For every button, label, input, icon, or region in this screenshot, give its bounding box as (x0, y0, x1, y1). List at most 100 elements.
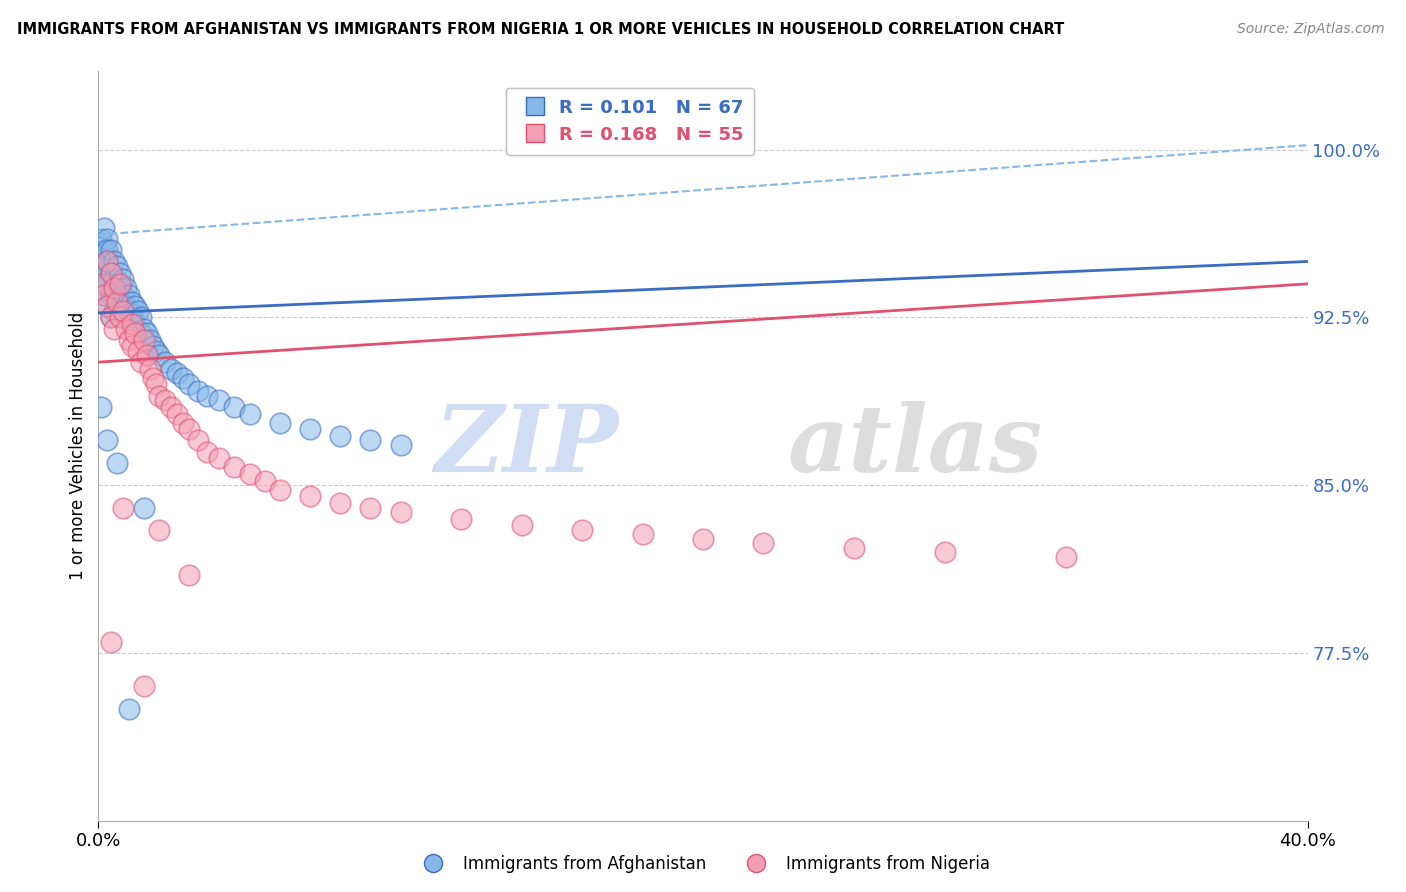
Point (90, 277, 112, 291)
Point (329, 496, 352, 510)
Point (127, 343, 149, 358)
Point (118, 288, 141, 302)
Point (299, 489, 322, 503)
Point (224, 400, 246, 414)
Point (96, 244, 118, 258)
Point (103, 303, 125, 318)
Point (844, 541, 866, 555)
Text: IMMIGRANTS FROM AFGHANISTAN VS IMMIGRANTS FROM NIGERIA 1 OR MORE VEHICLES IN HOU: IMMIGRANTS FROM AFGHANISTAN VS IMMIGRANT… (17, 22, 1064, 37)
Point (100, 266, 122, 280)
Point (96, 232, 118, 246)
Point (208, 393, 231, 408)
Point (90, 266, 112, 280)
Point (179, 567, 201, 582)
Point (124, 299, 146, 313)
Point (135, 348, 157, 362)
Point (121, 317, 143, 331)
Point (108, 299, 131, 313)
Point (96, 277, 118, 291)
Point (93, 288, 115, 302)
Point (121, 339, 143, 353)
Point (179, 377, 201, 392)
Point (752, 536, 775, 550)
Point (132, 500, 155, 515)
Point (124, 326, 146, 340)
Point (142, 339, 165, 353)
Point (132, 321, 155, 335)
Point (934, 545, 956, 559)
Point (105, 294, 128, 309)
Point (105, 259, 128, 273)
Point (121, 310, 143, 325)
Point (142, 371, 165, 385)
Point (124, 317, 146, 331)
Point (103, 281, 125, 295)
Point (145, 377, 167, 392)
Point (105, 294, 128, 309)
Point (100, 634, 122, 648)
Point (179, 422, 201, 436)
Point (269, 483, 291, 497)
Point (360, 500, 382, 515)
Point (389, 438, 412, 452)
Point (96, 254, 118, 268)
Point (208, 451, 231, 466)
Point (172, 416, 194, 430)
Point (166, 367, 188, 381)
Point (360, 434, 382, 448)
Point (118, 702, 141, 716)
Point (571, 523, 593, 537)
Y-axis label: 1 or more Vehicles in Household: 1 or more Vehicles in Household (69, 312, 87, 580)
Point (100, 310, 122, 325)
Point (96, 299, 118, 313)
Text: ZIP: ZIP (434, 401, 619, 491)
Point (108, 266, 131, 280)
Point (108, 310, 131, 325)
Point (239, 467, 262, 481)
Point (96, 299, 118, 313)
Point (135, 326, 157, 340)
Point (90, 254, 112, 268)
Point (160, 400, 183, 414)
Point (105, 456, 128, 470)
Point (100, 310, 122, 325)
Point (195, 389, 218, 403)
Text: atlas: atlas (787, 401, 1043, 491)
Point (153, 393, 176, 408)
Point (139, 361, 162, 376)
Point (118, 303, 141, 318)
Point (114, 299, 136, 313)
Point (129, 326, 152, 340)
Point (269, 416, 291, 430)
Point (389, 505, 412, 519)
Point (111, 288, 134, 302)
Point (90, 400, 112, 414)
Point (93, 259, 115, 273)
Point (118, 333, 141, 347)
Point (111, 303, 134, 318)
Legend: R = 0.101   N = 67, R = 0.168   N = 55: R = 0.101 N = 67, R = 0.168 N = 55 (506, 88, 754, 154)
Point (132, 333, 155, 347)
Point (195, 444, 218, 458)
Point (103, 272, 125, 286)
Point (111, 303, 134, 318)
Point (148, 348, 170, 362)
Point (100, 244, 122, 258)
Point (93, 244, 115, 258)
Point (111, 500, 134, 515)
Point (114, 321, 136, 335)
Point (93, 288, 115, 302)
Point (148, 389, 170, 403)
Point (145, 343, 167, 358)
Point (93, 277, 115, 291)
Point (224, 460, 246, 475)
Point (148, 523, 170, 537)
Point (450, 511, 472, 525)
Point (139, 333, 162, 347)
Point (166, 407, 188, 421)
Point (187, 384, 209, 399)
Point (187, 434, 209, 448)
Point (96, 434, 118, 448)
Point (103, 254, 125, 268)
Point (127, 303, 149, 318)
